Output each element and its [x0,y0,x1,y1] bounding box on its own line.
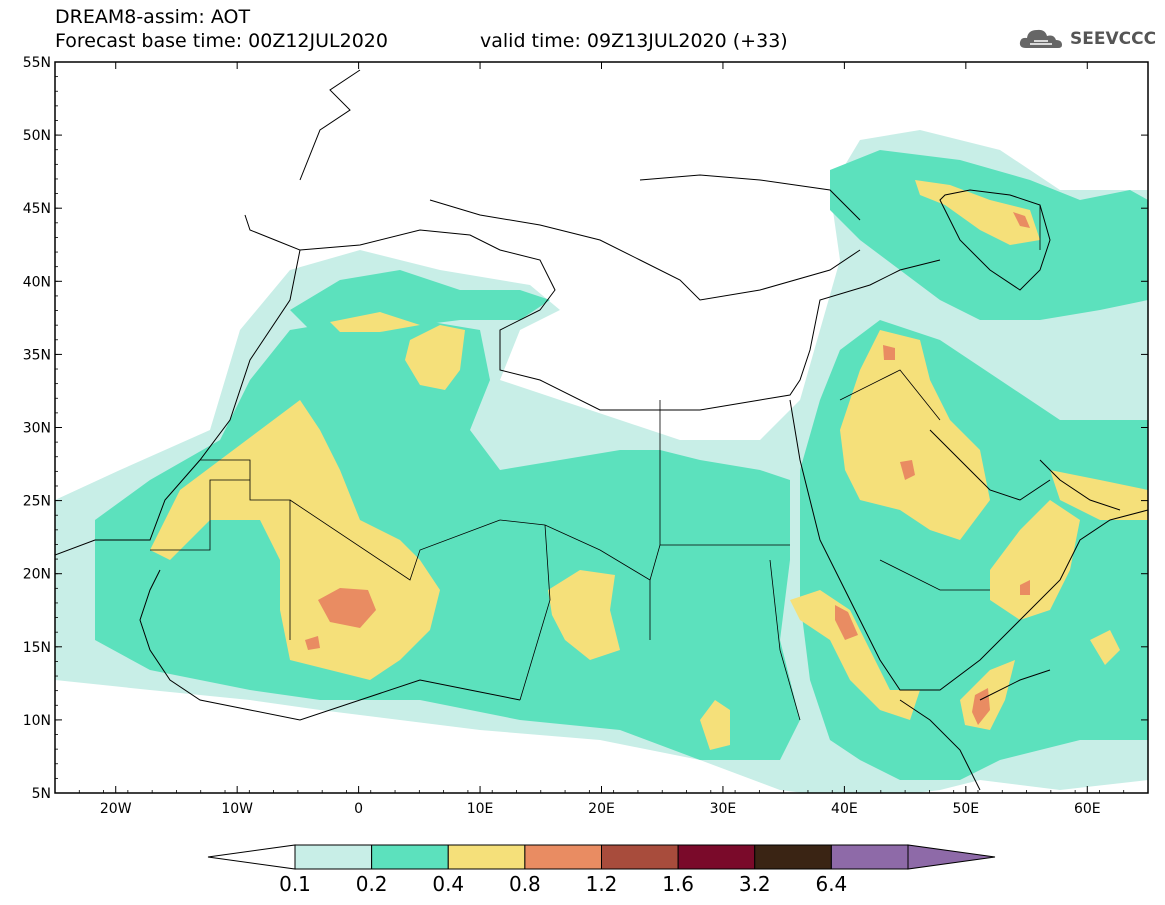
aot-region-orange-eritrea [835,605,858,640]
colorbar-swatch [754,844,832,870]
aot-region-yellow-horn [1090,630,1120,665]
lat-tick-label: 30N [23,421,51,437]
aot-region-orange-mali2 [305,636,320,650]
title-valid-time: valid time: 09Z13JUL2020 (+33) [480,30,788,52]
colorbar-swatch [601,844,679,870]
colorbar-swatch [447,844,526,870]
aot-region-orange-saudi [900,460,915,480]
lon-tick-label: 20E [588,801,615,817]
colorbar-label: 0.1 [279,872,311,896]
lat-tick-label: 20N [23,567,51,583]
colorbar: 0.1 0.2 0.4 0.8 1.2 1.6 3.2 6.4 [207,844,996,896]
lat-tick-label: 5N [32,786,51,802]
aot-region-orange-caspian [1013,212,1030,228]
lat-tick-label: 35N [23,347,51,363]
aot-region-orange-oman [1020,580,1030,595]
aot-region-yellow-redsea [790,590,920,720]
colorbar-label: 3.2 [739,872,771,896]
aot-region-orange-iraq [883,345,895,360]
aot-field [55,69,1148,793]
lat-tick-label: 45N [23,201,51,217]
colorbar-label: 0.8 [509,872,541,896]
aot-region-yellow-chad [548,570,620,660]
colorbar-swatch [524,844,602,870]
aot-region-orange-mali [318,588,376,628]
aot-region-yellow-arabia [840,330,990,540]
aot-region-yellow-algeria [405,325,465,390]
lon-tick-label: 20W [100,801,132,817]
lon-tick-label: 0 [354,801,363,817]
colorbar-label: 1.2 [586,872,618,896]
aot-region-yellow-oman [990,500,1080,620]
colorbar-over-arrow [907,844,996,870]
aot-region-yellow-med [330,312,420,332]
lon-tick-label: 40E [831,801,858,817]
colorbar-swatch [371,844,449,870]
aot-region-green-caspian [830,150,1148,320]
latitude-axis: 55N 50N 45N 40N 35N 30N 25N 20N 15N 10N 5N [23,55,1148,802]
lon-tick-label: 50E [952,801,979,817]
lon-tick-label: 10E [467,801,494,817]
colorbar-label: 1.6 [662,872,694,896]
longitude-axis: 20W 10W 0 10E 20E 30E 40E 50E 60E [54,62,1149,817]
lat-tick-label: 25N [23,494,51,510]
lat-tick-label: 10N [23,713,51,729]
lon-tick-label: 10W [221,801,253,817]
lat-tick-label: 15N [23,640,51,656]
colorbar-swatch [677,844,756,870]
aot-region-yellow-gulf [1050,470,1148,520]
borders [150,205,1041,721]
aot-region-yellow-sudan [700,700,730,750]
lat-tick-label: 55N [23,55,51,71]
lat-tick-label: 50N [23,128,51,144]
aot-region-yellow-caspian [915,180,1040,245]
colorbar-under-arrow [207,844,296,870]
aot-region-green-med [290,270,550,330]
coastlines [55,69,1148,791]
title-product: DREAM8-assim: AOT [55,6,251,28]
lon-tick-label: 30E [710,801,737,817]
logo-text: SEEVCCC [1070,29,1157,49]
title-base-time: Forecast base time: 00Z12JUL2020 [55,30,388,52]
colorbar-label: 6.4 [815,872,847,896]
colorbar-swatch [294,844,373,870]
colorbar-label: 0.4 [432,872,464,896]
lat-tick-label: 40N [23,274,51,290]
seevccc-logo: SEEVCCC [1018,26,1156,52]
colorbar-label: 0.2 [356,872,388,896]
lon-tick-label: 60E [1074,801,1101,817]
colorbar-swatch [830,844,909,870]
cloud-icon [1019,29,1062,48]
